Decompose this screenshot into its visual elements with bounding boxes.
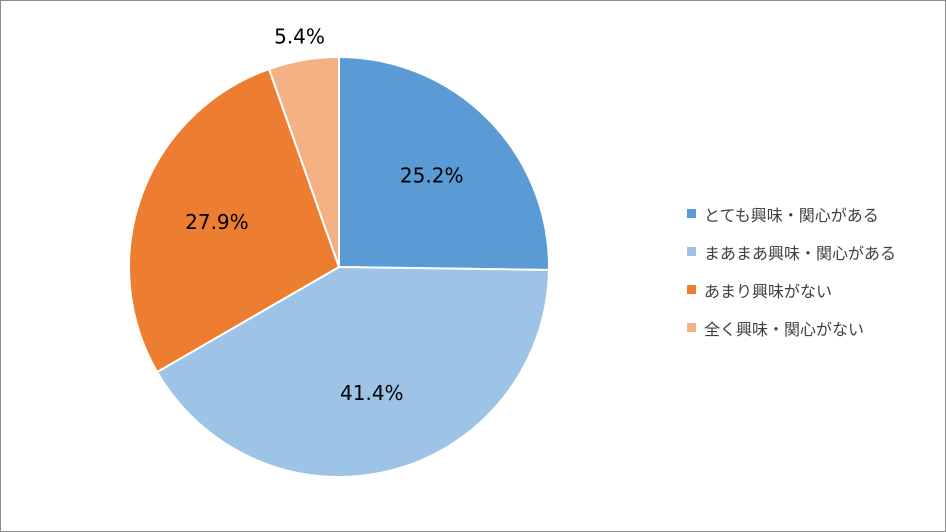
legend-swatch (687, 285, 696, 294)
pie-data-labels: 25.2% 41.4% 27.9% 5.4% (185, 24, 463, 405)
legend: とても興味・関心がある まあまあ興味・関心がある あまり興味がない 全く興味・関… (687, 202, 896, 354)
legend-swatch (687, 323, 696, 332)
data-label-not-interested-at-all: 5.4% (274, 24, 325, 48)
data-label-not-very-interested: 27.9% (185, 210, 249, 234)
pie-slice-not-interested-at-all (267, 55, 340, 268)
pie-slice-not-very-interested (128, 67, 341, 374)
legend-item-not-very-interested: あまり興味がない (687, 278, 896, 301)
pie-slice-somewhat-interested (155, 265, 550, 478)
legend-label: あまり興味がない (704, 281, 833, 301)
legend-swatch (687, 247, 696, 256)
legend-item-very-interested: とても興味・関心がある (687, 202, 896, 225)
legend-item-not-interested-at-all: 全く興味・関心がない (687, 316, 896, 339)
legend-swatch (687, 209, 696, 218)
data-label-somewhat-interested: 41.4% (340, 381, 404, 405)
pie-slice-very-interested (338, 55, 550, 271)
legend-label: とても興味・関心がある (704, 205, 879, 225)
legend-label: 全く興味・関心がない (704, 319, 865, 339)
data-label-very-interested: 25.2% (400, 164, 464, 188)
pie-slices (128, 55, 550, 478)
legend-item-somewhat-interested: まあまあ興味・関心がある (687, 240, 896, 263)
legend-label: まあまあ興味・関心がある (704, 243, 897, 263)
